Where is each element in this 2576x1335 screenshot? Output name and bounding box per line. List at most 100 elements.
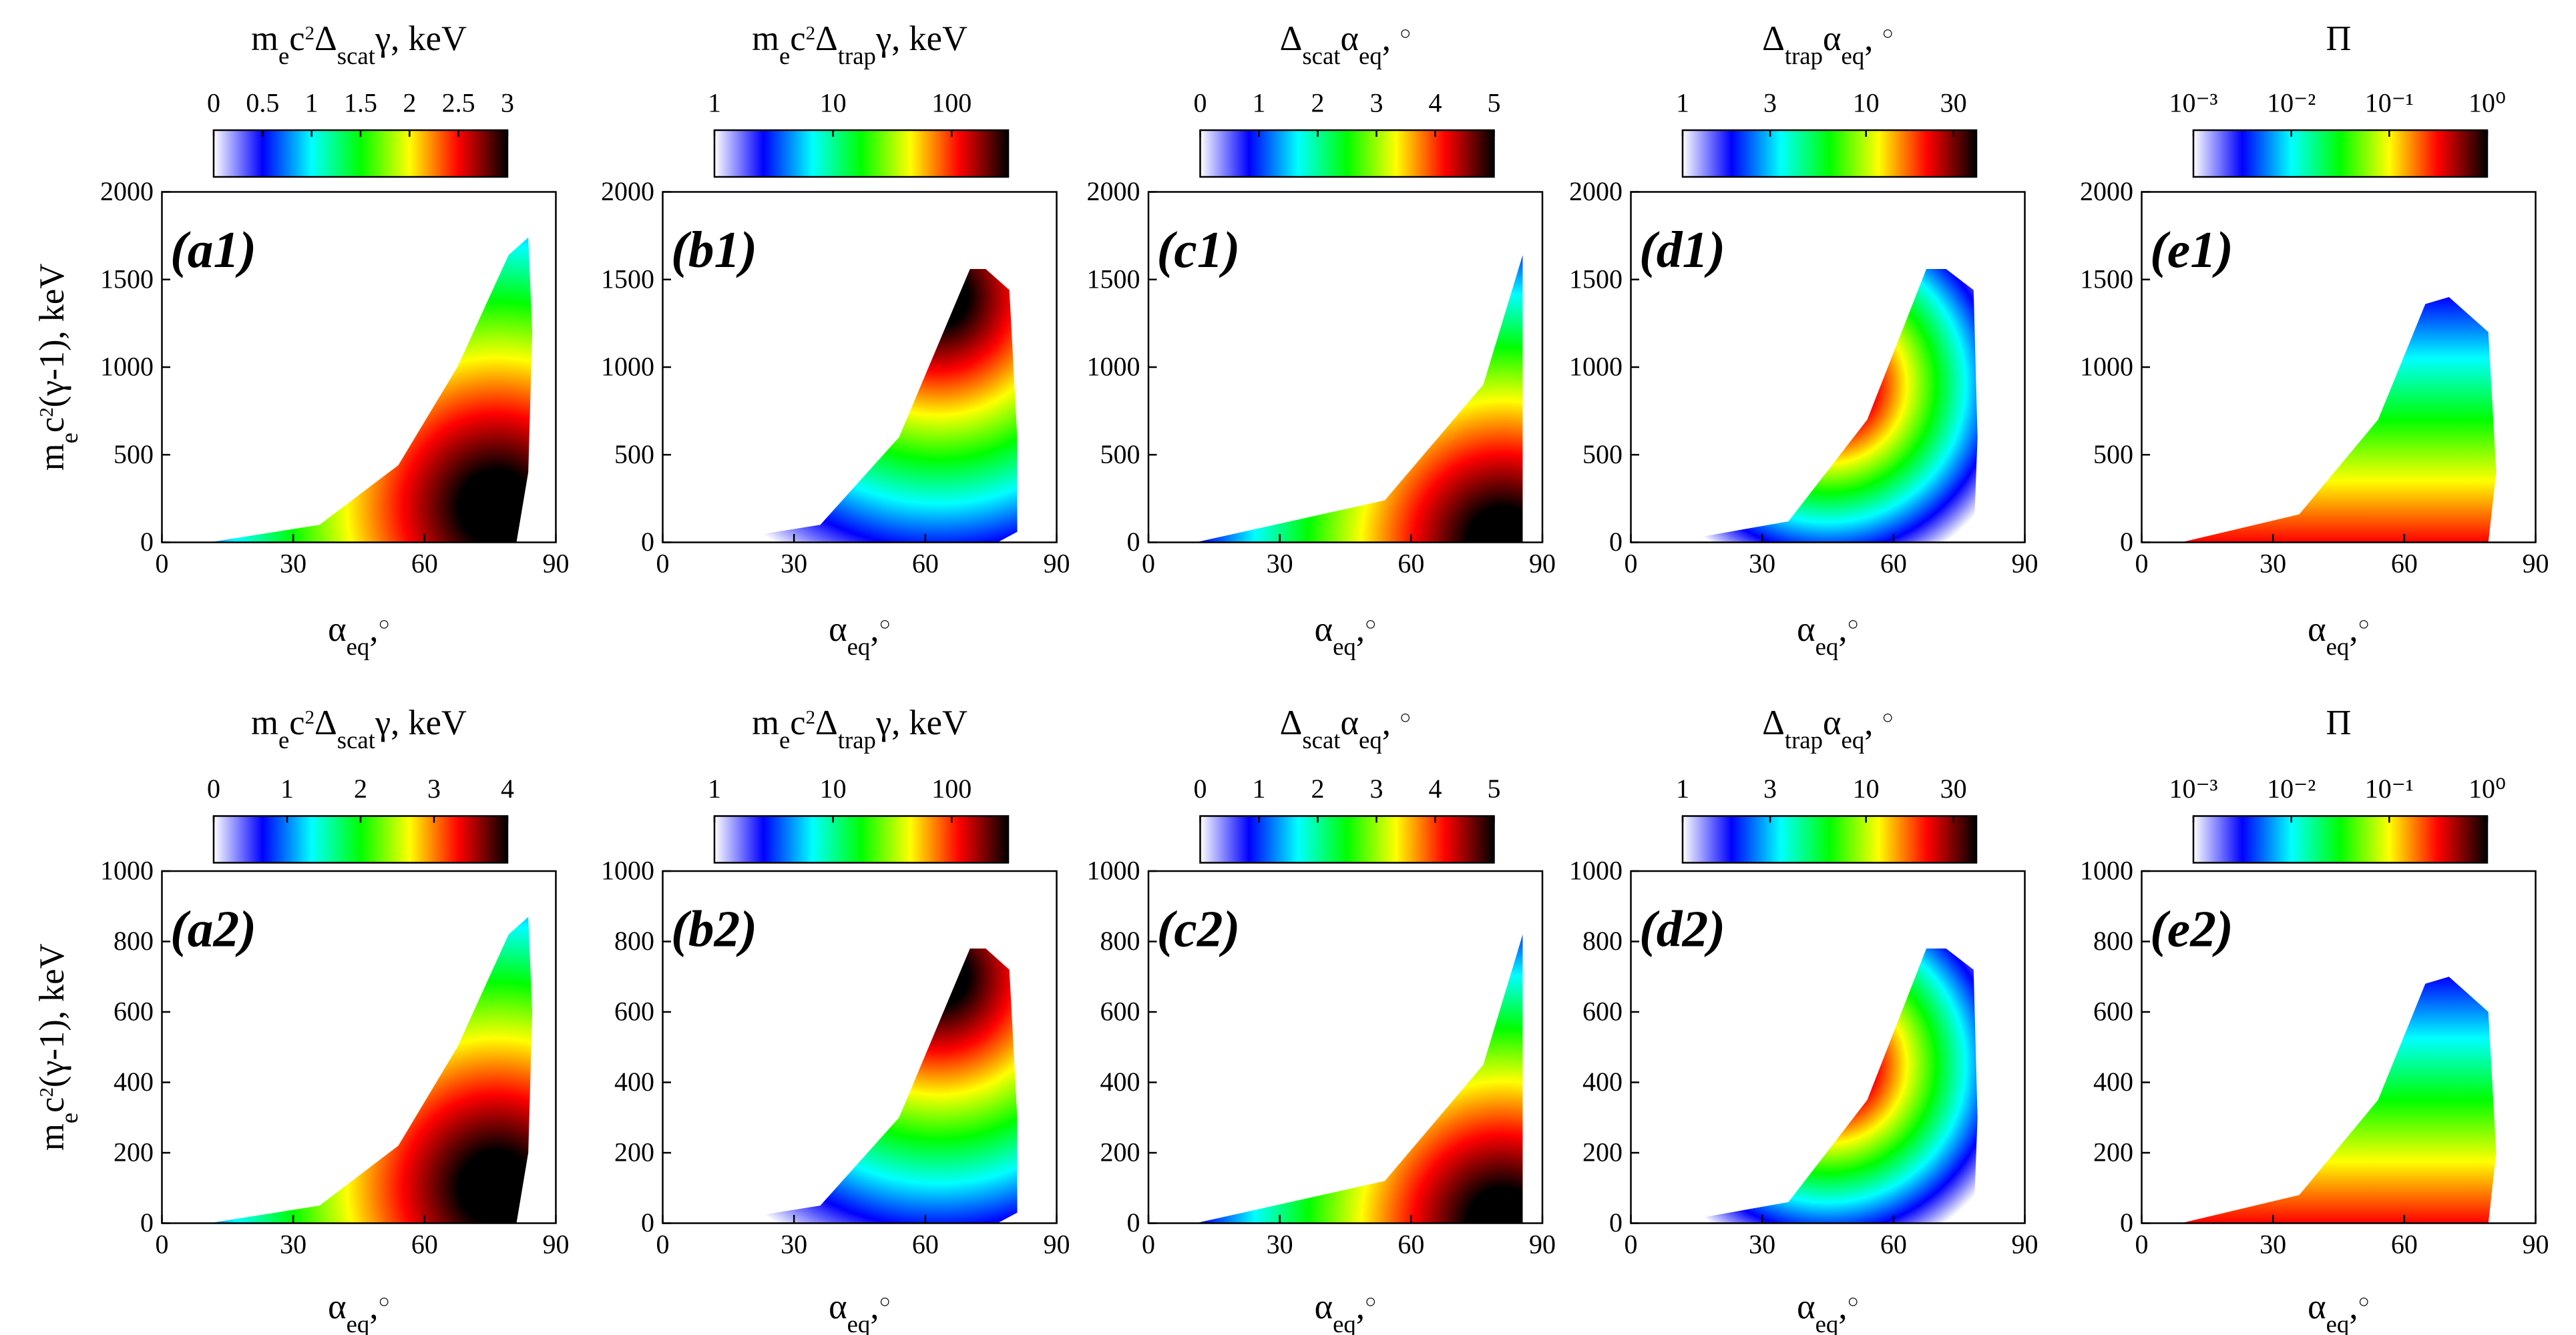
- x-axis-label: αeq,○: [328, 610, 390, 660]
- x-axis-label: αeq,○: [1797, 610, 1859, 660]
- colorbar-title: Δscatαeq, ○: [1280, 19, 1412, 69]
- x-tick-label: 60: [411, 1230, 438, 1260]
- label-part: m: [752, 19, 779, 58]
- colorbar: [2192, 815, 2489, 864]
- label-part: ,: [2349, 610, 2358, 649]
- y-tick-label: 0: [641, 527, 654, 557]
- label-part: ○: [879, 1291, 890, 1312]
- heatmap-region: [1670, 949, 1978, 1224]
- colorbar-tick-label: 0: [1194, 774, 1207, 804]
- x-tick-label: 30: [2260, 1230, 2286, 1260]
- x-tick-label: 0: [156, 549, 169, 579]
- colorbar-tick-label: 1: [280, 774, 294, 804]
- colorbar-tick-label: 10: [820, 774, 847, 804]
- colorbar: [713, 129, 1010, 178]
- label-part: α: [829, 1288, 847, 1326]
- x-tick-label: 60: [2391, 1230, 2418, 1260]
- label-part: c: [790, 19, 805, 58]
- y-tick-label: 2000: [1087, 176, 1140, 206]
- label-part: e: [278, 42, 289, 69]
- colorbar-tick-label: 3: [1370, 88, 1383, 118]
- label-part: e: [55, 433, 83, 443]
- heatmap-region: [2181, 297, 2497, 543]
- colorbar-tick-label: 5: [1488, 774, 1501, 804]
- label-part: ,: [870, 1288, 879, 1326]
- colorbar-title: Π: [2326, 19, 2352, 58]
- label-part: eq: [847, 1310, 871, 1335]
- x-axis-label: αeq,○: [829, 610, 891, 660]
- heatmap-region: [1195, 255, 1523, 543]
- y-tick-label: 0: [1127, 527, 1140, 557]
- colorbar-tick-label: 1: [1676, 774, 1689, 804]
- x-tick-label: 0: [1142, 1230, 1155, 1260]
- y-tick-label: 1000: [2080, 856, 2133, 886]
- label-part: scat: [1302, 726, 1340, 754]
- colorbar-tick-label: 1: [1253, 88, 1266, 118]
- label-part: Δ: [1280, 19, 1303, 58]
- x-tick-label: 90: [543, 549, 570, 579]
- label-part: trap: [1785, 42, 1823, 69]
- colorbar-tick-label: 10: [820, 88, 847, 118]
- x-tick-label: 90: [2523, 1230, 2549, 1260]
- label-part: e: [278, 726, 289, 754]
- label-part: ○: [1365, 613, 1376, 635]
- label-part: ,: [1356, 610, 1365, 649]
- label-part: α: [1315, 1288, 1333, 1326]
- colorbar-tick-label: 0: [207, 88, 220, 118]
- label-part: ○: [2358, 613, 2369, 635]
- y-tick-label: 500: [2093, 439, 2133, 469]
- label-part: c: [790, 704, 805, 742]
- label-part: α: [2308, 1288, 2326, 1326]
- colorbar-tick-label: 0: [207, 774, 220, 804]
- x-tick-label: 90: [1529, 549, 1556, 579]
- plot-frame: [2141, 870, 2537, 1224]
- label-part: ,: [369, 1288, 378, 1326]
- label-part: α: [1823, 19, 1842, 58]
- y-tick-label: 800: [1100, 926, 1140, 956]
- label-part: trap: [1785, 726, 1823, 754]
- y-tick-label: 600: [1582, 997, 1623, 1027]
- y-tick-label: 1000: [100, 352, 154, 382]
- colorbar-tick-label: 3: [1763, 88, 1777, 118]
- colorbar: [713, 815, 1010, 864]
- label-part: e: [779, 726, 790, 754]
- plot-frame: [662, 870, 1058, 1224]
- label-part: α: [1315, 610, 1333, 649]
- label-part: m: [251, 19, 278, 58]
- x-axis-label: αeq,○: [1315, 610, 1377, 660]
- y-tick-label: 2000: [100, 176, 154, 206]
- x-tick-label: 30: [280, 1230, 306, 1260]
- y-tick-label: 500: [1100, 439, 1140, 469]
- x-tick-label: 90: [1044, 549, 1070, 579]
- colorbar-tick-label: 1: [1676, 88, 1689, 118]
- heatmap-region: [209, 916, 533, 1224]
- y-tick-label: 0: [140, 527, 154, 557]
- panel-label: (a1): [170, 221, 256, 278]
- plot-frame: [1147, 870, 1544, 1224]
- x-tick-label: 60: [912, 549, 939, 579]
- x-tick-label: 90: [1529, 1230, 1556, 1260]
- label-part: (γ-1), keV: [33, 264, 71, 408]
- colorbar-tick-label: 4: [1429, 774, 1442, 804]
- label-part: α: [1341, 19, 1359, 58]
- y-tick-label: 0: [1127, 1208, 1140, 1238]
- label-part: scat: [337, 726, 375, 754]
- x-tick-label: 90: [2012, 1230, 2038, 1260]
- y-tick-label: 600: [1100, 997, 1140, 1027]
- x-tick-label: 90: [2523, 549, 2549, 579]
- colorbar: [1681, 129, 1978, 178]
- label-part: eq: [1815, 1310, 1839, 1335]
- label-part: scat: [1302, 42, 1340, 69]
- y-axis-label: mec2(γ-1), keV: [33, 264, 82, 471]
- label-part: ,: [1838, 1288, 1847, 1326]
- colorbar: [1199, 129, 1495, 178]
- colorbar-tick-label: 2.5: [442, 88, 475, 118]
- label-part: ○: [1882, 23, 1893, 44]
- label-part: Δ: [1762, 19, 1785, 58]
- colorbar-tick-label: 10⁻³: [2169, 88, 2217, 118]
- label-part: ,: [2349, 1288, 2358, 1326]
- y-tick-label: 1500: [100, 264, 154, 294]
- label-part: ,: [1864, 19, 1882, 58]
- colorbar-tick-label: 10⁻²: [2267, 88, 2316, 118]
